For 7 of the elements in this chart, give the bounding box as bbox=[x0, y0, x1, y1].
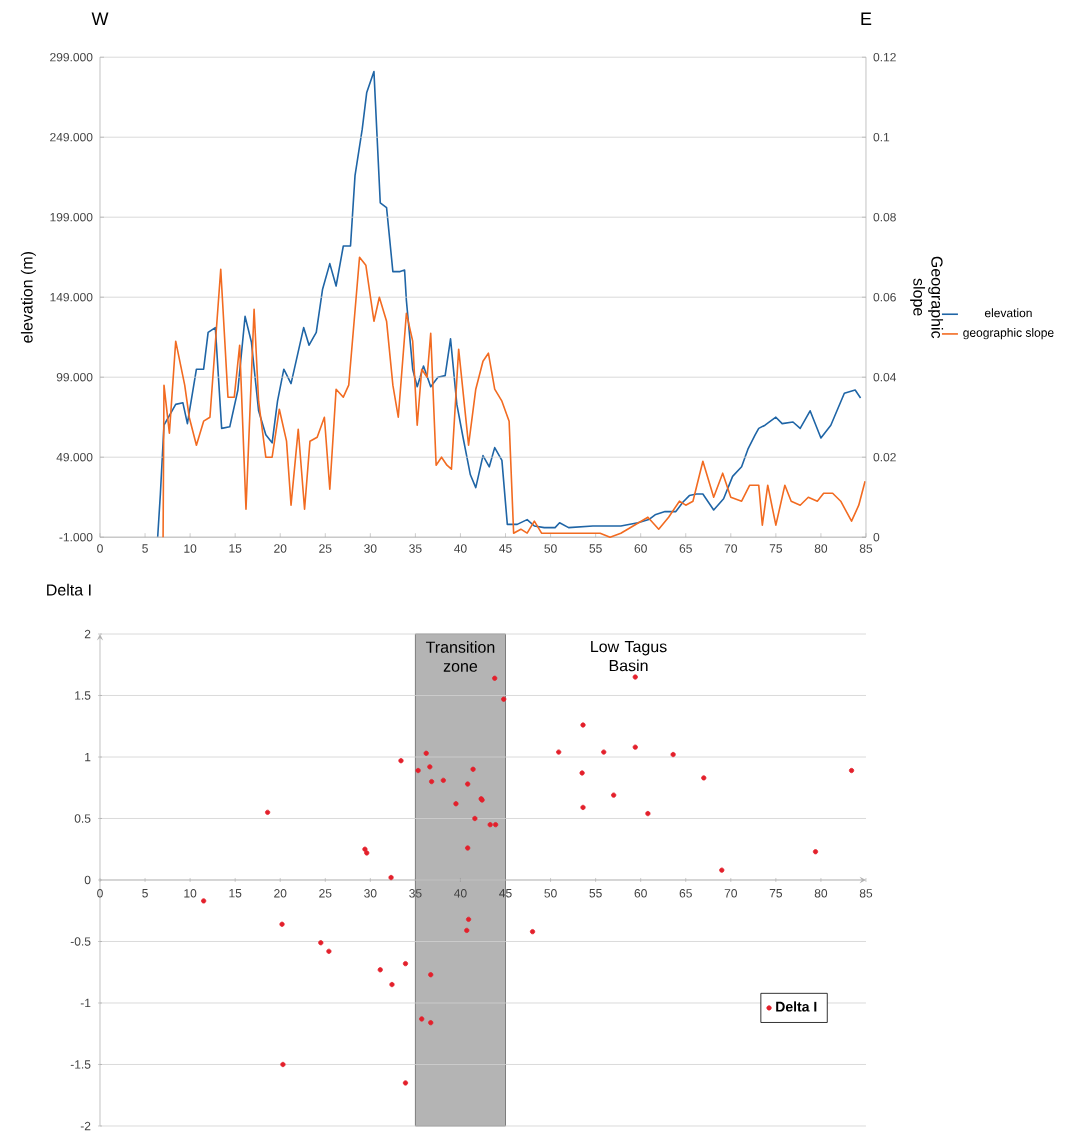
text: E bbox=[861, 12, 872, 25]
y-axis-title: Delta I bbox=[47, 583, 91, 596]
y2-axis-title: Geographic slope bbox=[910, 256, 944, 339]
y-axis-title: elevation (m) bbox=[20, 251, 36, 343]
annotation: Low Tagus Basin bbox=[591, 641, 667, 672]
text: W bbox=[91, 12, 109, 25]
band-label: Transition zone bbox=[425, 641, 495, 672]
